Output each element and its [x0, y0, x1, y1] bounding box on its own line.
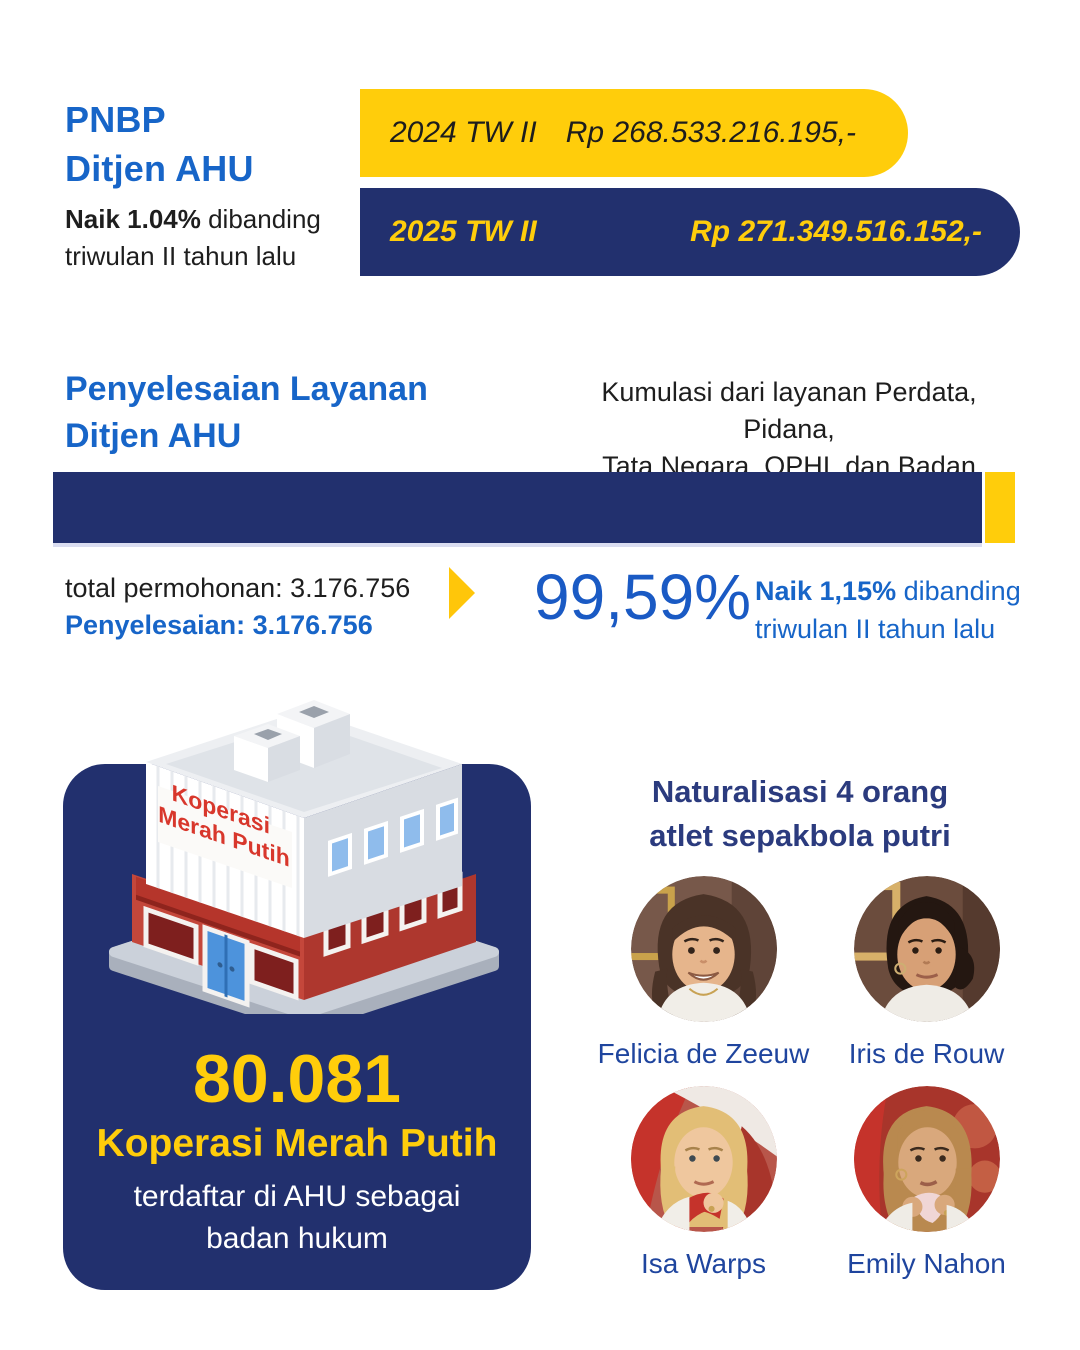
layanan-title-line2: Ditjen AHU	[65, 417, 242, 455]
player-name: Isa Warps	[641, 1248, 766, 1279]
player-name: Felicia de Zeeuw	[597, 1038, 810, 1069]
bar-2025-value: Rp 271.349.516.152,-	[690, 215, 982, 248]
layanan-growth-note: Naik 1,15% dibanding triwulan II tahun l…	[755, 572, 1021, 648]
player-photo-emily	[853, 1086, 1000, 1232]
player-name: Emily Nahon	[847, 1248, 1006, 1279]
koperasi-count: 80.081	[193, 1041, 401, 1117]
pnbp-title-line1: PNBP	[65, 99, 166, 140]
naturalisasi-title-line2: atlet sepakbola putri	[649, 818, 951, 853]
naturalisasi-title: Naturalisasi 4 orang atlet sepakbola put…	[580, 770, 1020, 858]
player-name: Iris de Rouw	[848, 1038, 1005, 1069]
pnbp-title-line2: Ditjen AHU	[65, 148, 254, 189]
pnbp-title: PNBP Ditjen AHU	[65, 95, 254, 193]
progress-gap	[982, 472, 985, 543]
bar-2025-label: 2025 TW II	[390, 215, 537, 248]
bar-2024-label: 2024 TW II	[390, 116, 537, 149]
koperasi-description: terdaftar di AHU sebagai badan hukum	[63, 1176, 531, 1260]
player-card: Emily Nahon	[815, 1086, 1038, 1280]
progress-remainder-segment	[985, 472, 1015, 543]
player-photo-iris	[853, 876, 1000, 1022]
player-photo-felicia	[630, 876, 777, 1022]
bar-2024-tw2: 2024 TW II Rp 268.533.216.195,-	[360, 89, 908, 177]
pnbp-growth-rest: dibanding	[200, 204, 321, 234]
player-photo-isa	[630, 1086, 777, 1232]
totals-block: total permohonan: 3.176.756 Penyelesaian…	[65, 570, 410, 644]
layanan-growth-bold: Naik 1,15%	[755, 576, 897, 606]
koperasi-building-illustration: Koperasi Merah Putih	[109, 700, 499, 1014]
arrow-right-icon	[449, 567, 475, 619]
koperasi-desc-line2: badan hukum	[206, 1222, 388, 1255]
pnbp-growth-note: Naik 1.04% dibanding triwulan II tahun l…	[65, 201, 321, 275]
layanan-title-line1: Penyelesaian Layanan	[65, 370, 428, 408]
completion-progress-bar	[53, 472, 1015, 543]
bar-2024-value: Rp 268.533.216.195,-	[565, 116, 856, 149]
player-card: Isa Warps	[592, 1086, 815, 1280]
progress-completed-segment	[53, 472, 982, 543]
pnbp-growth-line1: Naik 1.04% dibanding	[65, 201, 321, 238]
koperasi-desc-line1: terdaftar di AHU sebagai	[133, 1180, 461, 1213]
player-card: Felicia de Zeeuw	[592, 876, 815, 1070]
pnbp-growth-line2: triwulan II tahun lalu	[65, 241, 297, 271]
layanan-growth-line2: triwulan II tahun lalu	[755, 614, 996, 644]
total-permohonan: total permohonan: 3.176.756	[65, 573, 411, 603]
bar-2025-tw2: 2025 TW II Rp 271.349.516.152,-	[360, 188, 1020, 276]
layanan-title: Penyelesaian Layanan Ditjen AHU	[65, 366, 428, 460]
naturalisasi-title-line1: Naturalisasi 4 orang	[651, 774, 949, 809]
layanan-note-line1: Kumulasi dari layanan Perdata, Pidana,	[601, 377, 977, 444]
total-penyelesaian: Penyelesaian: 3.176.756	[65, 610, 373, 640]
players-grid: Felicia de Zeeuw	[592, 876, 1038, 1280]
pnbp-growth-bold: Naik 1.04%	[65, 204, 201, 234]
completion-percentage: 99,59%	[534, 561, 752, 633]
koperasi-name: Koperasi Merah Putih	[96, 1122, 498, 1165]
layanan-growth-rest: dibanding	[896, 576, 1021, 606]
player-card: Iris de Rouw	[815, 876, 1038, 1070]
